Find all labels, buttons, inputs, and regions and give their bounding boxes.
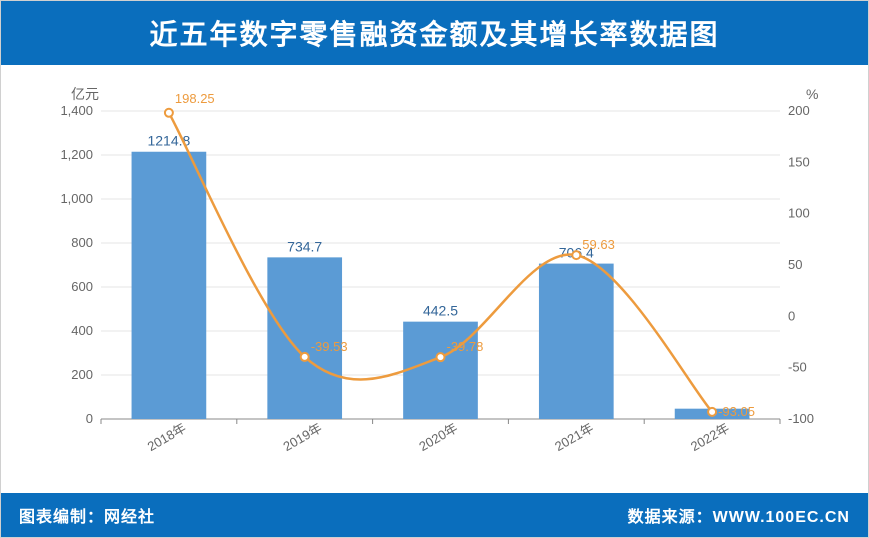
x-category-label: 2021年 bbox=[552, 420, 596, 454]
footer-right: 数据来源：WWW.100EC.CN bbox=[628, 503, 850, 527]
line-marker bbox=[165, 109, 173, 117]
bar-value-label: 734.7 bbox=[287, 238, 322, 254]
line-value-label: 59.63 bbox=[582, 237, 615, 252]
svg-text:1,400: 1,400 bbox=[60, 103, 93, 118]
x-category-label: 2018年 bbox=[145, 420, 189, 454]
x-category-label: 2022年 bbox=[688, 420, 732, 454]
line-marker bbox=[708, 408, 716, 416]
line-marker bbox=[301, 353, 309, 361]
svg-text:600: 600 bbox=[71, 279, 93, 294]
svg-text:亿元: 亿元 bbox=[71, 86, 99, 102]
x-category-label: 2019年 bbox=[281, 420, 325, 454]
svg-text:-50: -50 bbox=[788, 360, 807, 375]
line-value-label: -39.78 bbox=[447, 339, 484, 354]
x-category-label: 2020年 bbox=[416, 420, 460, 454]
svg-text:400: 400 bbox=[71, 323, 93, 338]
line-marker bbox=[437, 353, 445, 361]
bar-value-label: 442.5 bbox=[423, 303, 458, 319]
bar bbox=[539, 264, 614, 419]
svg-text:1,200: 1,200 bbox=[60, 147, 93, 162]
chart-frame: 近五年数字零售融资金额及其增长率数据图 e DT 电数宝 大数据库 020040… bbox=[0, 0, 869, 538]
svg-text:1,000: 1,000 bbox=[60, 191, 93, 206]
svg-text:50: 50 bbox=[788, 257, 802, 272]
svg-text:%: % bbox=[806, 86, 818, 102]
svg-text:100: 100 bbox=[788, 206, 810, 221]
svg-text:150: 150 bbox=[788, 154, 810, 169]
svg-text:200: 200 bbox=[71, 367, 93, 382]
bar bbox=[132, 152, 207, 419]
chart-title: 近五年数字零售融资金额及其增长率数据图 bbox=[149, 19, 719, 50]
svg-text:800: 800 bbox=[71, 235, 93, 250]
svg-text:0: 0 bbox=[86, 411, 93, 426]
footer-left: 图表编制：网经社 bbox=[19, 503, 155, 527]
svg-text:-100: -100 bbox=[788, 411, 814, 426]
svg-text:200: 200 bbox=[788, 103, 810, 118]
chart-svg: 0 200 400 600 800 1,000 1,200 1,400 -100 -50 0 50 10… bbox=[31, 71, 840, 479]
chart-area: 0 200 400 600 800 1,000 1,200 1,400 -100 -50 0 50 10… bbox=[31, 71, 838, 477]
line-value-label: -93.05 bbox=[718, 404, 755, 419]
line-marker bbox=[572, 251, 580, 259]
svg-text:0: 0 bbox=[788, 308, 795, 323]
line-value-label: -39.53 bbox=[311, 339, 348, 354]
footer-bar: 图表编制：网经社 数据来源：WWW.100EC.CN bbox=[1, 493, 868, 537]
bar bbox=[403, 322, 478, 419]
line-value-label: 198.25 bbox=[175, 91, 215, 106]
title-bar: 近五年数字零售融资金额及其增长率数据图 bbox=[1, 1, 868, 65]
